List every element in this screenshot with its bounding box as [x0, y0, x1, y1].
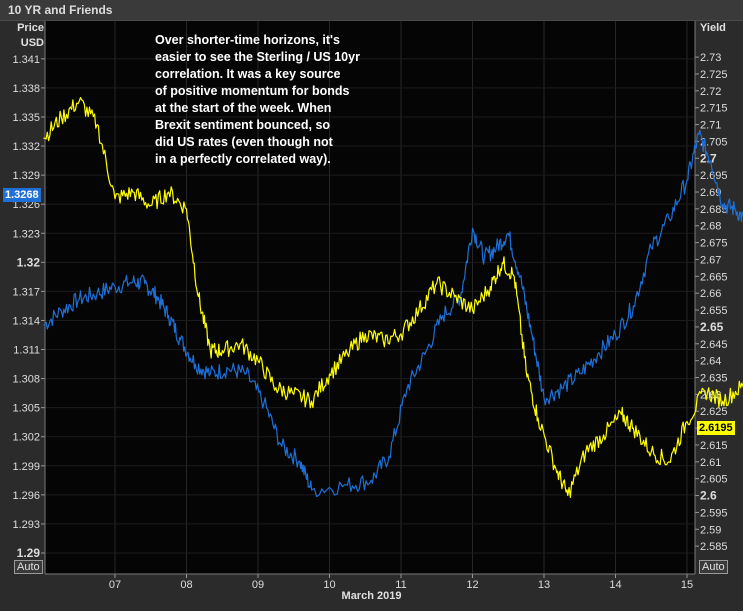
x-axis-title: March 2019: [341, 590, 402, 602]
right-tick-label: 2.59: [700, 524, 721, 536]
left-tick-label: 1.341: [12, 54, 40, 66]
left-tick-label: 1.299: [12, 461, 40, 473]
left-tick-label: 1.317: [12, 286, 40, 298]
window-title: 10 YR and Friends: [8, 3, 113, 17]
x-tick-label: 10: [323, 579, 335, 591]
right-tick-label: 2.6: [700, 489, 717, 503]
left-tick-label: 1.308: [12, 374, 40, 386]
x-tick-label: 14: [609, 579, 621, 591]
left-tick-label: 1.314: [12, 315, 40, 327]
right-tick-label: 2.645: [700, 339, 728, 351]
right-axis-title: Yield: [700, 22, 726, 34]
right-tick-label: 2.715: [700, 103, 728, 115]
x-tick-label: 12: [466, 579, 478, 591]
left-tick-label: 1.332: [12, 141, 40, 153]
x-tick-label: 11: [395, 579, 406, 591]
left-tick-label: 1.311: [13, 345, 40, 357]
left-tick-label: 1.32: [17, 255, 41, 269]
right-tick-label: 2.67: [700, 254, 721, 266]
right-tick-label: 2.615: [700, 440, 728, 452]
title-bar: 10 YR and Friends: [0, 0, 743, 21]
right-axis-auto-button[interactable]: Auto: [699, 560, 728, 574]
right-tick-label: 2.595: [700, 507, 728, 519]
right-tick-label: 2.72: [700, 86, 721, 98]
right-tick-label: 2.605: [700, 474, 728, 486]
right-tick-label: 2.61: [700, 457, 721, 469]
x-tick-label: 07: [109, 579, 121, 591]
chart-annotation: Over shorter-time horizons, it's easier …: [155, 33, 360, 166]
right-tick-label: 2.705: [700, 136, 728, 148]
right-tick-label: 2.65: [700, 320, 724, 334]
right-tick-label: 2.625: [700, 406, 728, 418]
right-tick-label: 2.685: [700, 204, 728, 216]
left-tick-label: 1.323: [12, 228, 40, 240]
right-tick-label: 2.64: [700, 356, 721, 368]
left-tick-label: 1.29: [17, 546, 41, 560]
left-tick-label: 1.338: [12, 83, 40, 95]
left-tick-label: 1.335: [12, 112, 40, 124]
right-tick-label: 2.725: [700, 69, 728, 81]
sterling-usd-line: [43, 129, 743, 498]
left-current-price-badge: 1.3268: [3, 188, 41, 202]
right-tick-label: 2.675: [700, 238, 728, 250]
x-tick-label: 15: [681, 579, 693, 591]
left-tick-label: 1.326: [12, 199, 40, 211]
right-tick-label: 2.585: [700, 541, 728, 553]
right-tick-label: 2.66: [700, 288, 721, 300]
right-tick-label: 2.71: [700, 120, 721, 132]
left-tick-label: 1.296: [12, 490, 40, 502]
right-tick-label: 2.655: [700, 305, 728, 317]
x-tick-label: 13: [538, 579, 550, 591]
right-tick-label: 2.69: [700, 187, 721, 199]
left-tick-label: 1.329: [12, 170, 40, 182]
x-tick-label: 08: [180, 579, 192, 591]
right-current-yield-badge: 2.6195: [697, 421, 735, 435]
right-tick-label: 2.635: [700, 373, 728, 385]
left-tick-label: 1.293: [12, 519, 40, 531]
right-tick-label: 2.73: [700, 52, 721, 64]
right-tick-label: 2.68: [700, 221, 721, 233]
left-axis-title-usd: USD: [20, 37, 44, 49]
left-tick-label: 1.302: [12, 432, 40, 444]
left-axis-auto-button[interactable]: Auto: [14, 560, 43, 574]
x-tick-label: 09: [252, 579, 264, 591]
left-axis-title-price: Price: [17, 22, 44, 34]
right-tick-label: 2.665: [700, 271, 728, 283]
us-10yr-yield-line: [43, 97, 743, 498]
left-tick-label: 1.305: [12, 403, 40, 415]
